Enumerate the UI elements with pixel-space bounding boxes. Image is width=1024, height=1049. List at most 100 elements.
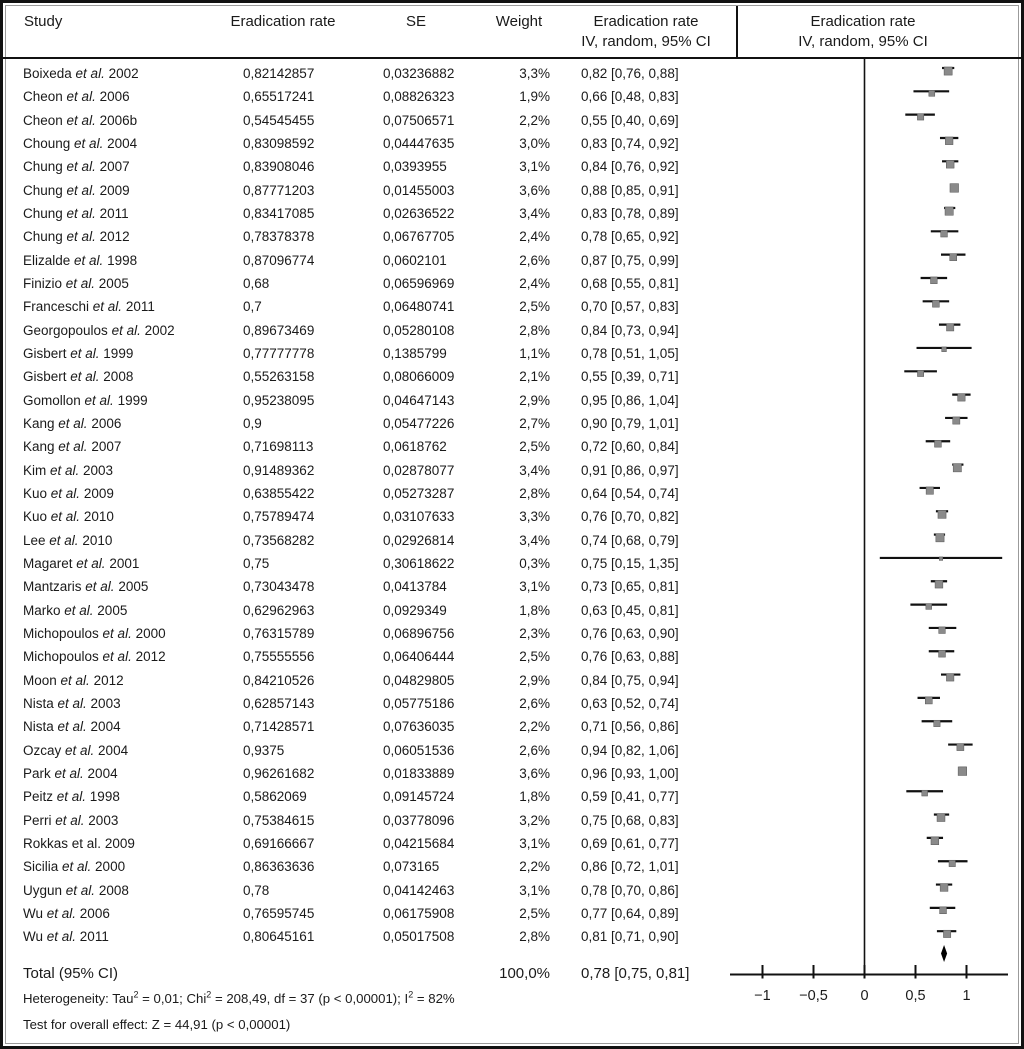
study-row: Wu et al. 2006 0,76595745 0,06175908 2,5… xyxy=(3,903,1021,925)
study-etal: et al. xyxy=(50,509,81,525)
study-name: Georgopoulos xyxy=(23,322,112,338)
eradication-rate-value: 0,9375 xyxy=(243,742,285,758)
study-name: Boixeda xyxy=(23,66,76,81)
study-year: 2011 xyxy=(95,205,129,221)
study-year: 2010 xyxy=(80,509,114,525)
se-value: 0,06896756 xyxy=(383,625,455,641)
eradication-rate-value: 0,83908046 xyxy=(243,159,315,175)
eradication-rate-value: 0,95238095 xyxy=(243,392,315,408)
study-row: Magaret et al. 2001 0,75 0,30618622 0,3%… xyxy=(3,553,1021,575)
ci-value: 0,77 [0,64, 0,89] xyxy=(581,905,679,921)
study-label: Magaret et al. 2001 xyxy=(23,553,139,575)
weight-value: 2,8% xyxy=(519,322,550,338)
study-row: Choung et al. 2004 0,83098592 0,04447635… xyxy=(3,133,1021,155)
study-label: Boixeda et al. 2002 xyxy=(23,63,139,85)
eradication-rate-value: 0,91489362 xyxy=(243,462,315,478)
eradication-rate-value: 0,65517241 xyxy=(243,89,315,105)
se-value: 0,06051536 xyxy=(383,742,455,758)
study-name: Kuo xyxy=(23,509,51,525)
study-row: Gisbert et al. 2008 0,55263158 0,0806600… xyxy=(3,366,1021,388)
eradication-rate-value: 0,68 xyxy=(243,275,270,291)
study-name: Park xyxy=(23,765,55,781)
eradication-rate-value: 0,78 xyxy=(243,882,270,898)
study-name: Cheon xyxy=(23,112,67,128)
ci-value: 0,86 [0,72, 1,01] xyxy=(581,859,679,875)
study-year: 2005 xyxy=(95,275,129,291)
study-label: Marko et al. 2005 xyxy=(23,600,127,622)
het-part: Heterogeneity: Tau xyxy=(23,991,134,1006)
study-label: Franceschi et al. 2011 xyxy=(23,296,155,318)
study-year: 2004 xyxy=(86,719,121,735)
eradication-rate-value: 0,96261682 xyxy=(243,765,315,781)
ci-value: 0,55 [0,39, 0,71] xyxy=(581,369,679,385)
study-etal: et al. xyxy=(66,112,96,128)
se-value: 0,08066009 xyxy=(383,369,455,385)
ci-value: 0,76 [0,63, 0,88] xyxy=(581,649,679,665)
eradication-rate-value: 0,87096774 xyxy=(243,252,315,268)
study-row: Marko et al. 2005 0,62962963 0,0929349 1… xyxy=(3,600,1021,622)
ci-value: 0,59 [0,41, 0,77] xyxy=(581,789,679,805)
study-year: 2005 xyxy=(114,579,149,595)
study-year: 1998 xyxy=(86,789,120,805)
het-sup: 2 xyxy=(133,989,139,1000)
col-header-ci-text-line2: IV, random, 95% CI xyxy=(581,33,711,50)
study-label: Perri et al. 2003 xyxy=(23,810,118,832)
study-label: Cheon et al. 2006 xyxy=(23,86,130,108)
eradication-rate-value: 0,86363636 xyxy=(243,859,315,875)
study-label: Gomollon et al. 1999 xyxy=(23,390,148,412)
eradication-rate-value: 0,77777778 xyxy=(243,345,315,361)
study-row: Georgopoulos et al. 2002 0,89673469 0,05… xyxy=(3,320,1021,342)
weight-value: 1,8% xyxy=(519,602,550,618)
study-year: 2000 xyxy=(131,625,166,641)
eradication-rate-value: 0,63855422 xyxy=(243,485,315,501)
weight-value: 2,8% xyxy=(519,485,550,501)
study-year: 2008 xyxy=(95,882,129,898)
se-value: 0,07636035 xyxy=(383,719,455,735)
study-row: Gisbert et al. 1999 0,77777778 0,1385799… xyxy=(3,343,1021,365)
ci-value: 0,75 [0,68, 0,83] xyxy=(581,812,679,828)
eradication-rate-value: 0,75555556 xyxy=(243,649,315,665)
study-year: 1999 xyxy=(113,392,148,408)
col-header-se: SE xyxy=(405,13,426,30)
study-name: Magaret xyxy=(23,555,77,571)
study-year: 2012 xyxy=(95,229,130,245)
study-label: Georgopoulos et al. 2002 xyxy=(23,320,175,342)
study-etal: et al. xyxy=(75,66,105,81)
study-name: Sicilia xyxy=(23,859,63,875)
study-row: Rokkas et al. 2009 0,69166667 0,04215684… xyxy=(3,833,1021,855)
x-axis-tick-label: 1 xyxy=(962,988,970,1004)
eradication-rate-value: 0,62962963 xyxy=(243,602,315,618)
eradication-rate-value: 0,71698113 xyxy=(243,439,314,455)
study-label: Cheon et al. 2006b xyxy=(23,110,137,132)
se-value: 0,08826323 xyxy=(383,89,455,105)
study-etal: et al. xyxy=(66,205,96,221)
study-etal: et al. xyxy=(50,485,81,501)
study-label: Finizio et al. 2005 xyxy=(23,273,129,295)
study-year: 2004 xyxy=(103,135,138,151)
study-year: 2009 xyxy=(95,182,130,198)
study-row: Lee et al. 2010 0,73568282 0,02926814 3,… xyxy=(3,530,1021,552)
study-etal: et al. xyxy=(70,369,100,385)
study-year: 2001 xyxy=(105,555,140,571)
weight-value: 3,1% xyxy=(519,835,550,851)
study-year: 2005 xyxy=(93,602,128,618)
study-label: Michopoulos et al. 2012 xyxy=(23,646,166,668)
study-label: Sicilia et al. 2000 xyxy=(23,856,125,878)
ci-value: 0,82 [0,76, 0,88] xyxy=(581,66,679,81)
study-row: Finizio et al. 2005 0,68 0,06596969 2,4%… xyxy=(3,273,1021,295)
study-label: Nista et al. 2003 xyxy=(23,693,121,715)
study-label: Kim et al. 2003 xyxy=(23,460,113,482)
eradication-rate-value: 0,80645161 xyxy=(243,929,315,945)
study-row: Park et al. 2004 0,96261682 0,01833889 3… xyxy=(3,763,1021,785)
se-value: 0,05273287 xyxy=(383,485,455,501)
study-name: Chung xyxy=(23,229,67,245)
study-label: Chung et al. 2009 xyxy=(23,180,130,202)
study-name: Nista xyxy=(23,719,58,735)
study-label: Chung et al. 2012 xyxy=(23,226,130,248)
ci-value: 0,71 [0,56, 0,86] xyxy=(581,719,679,735)
se-value: 0,01833889 xyxy=(383,765,455,781)
se-value: 0,04647143 xyxy=(383,392,455,408)
study-name: Franceschi xyxy=(23,299,93,315)
weight-value: 2,5% xyxy=(519,905,550,921)
weight-value: 1,1% xyxy=(519,345,550,361)
